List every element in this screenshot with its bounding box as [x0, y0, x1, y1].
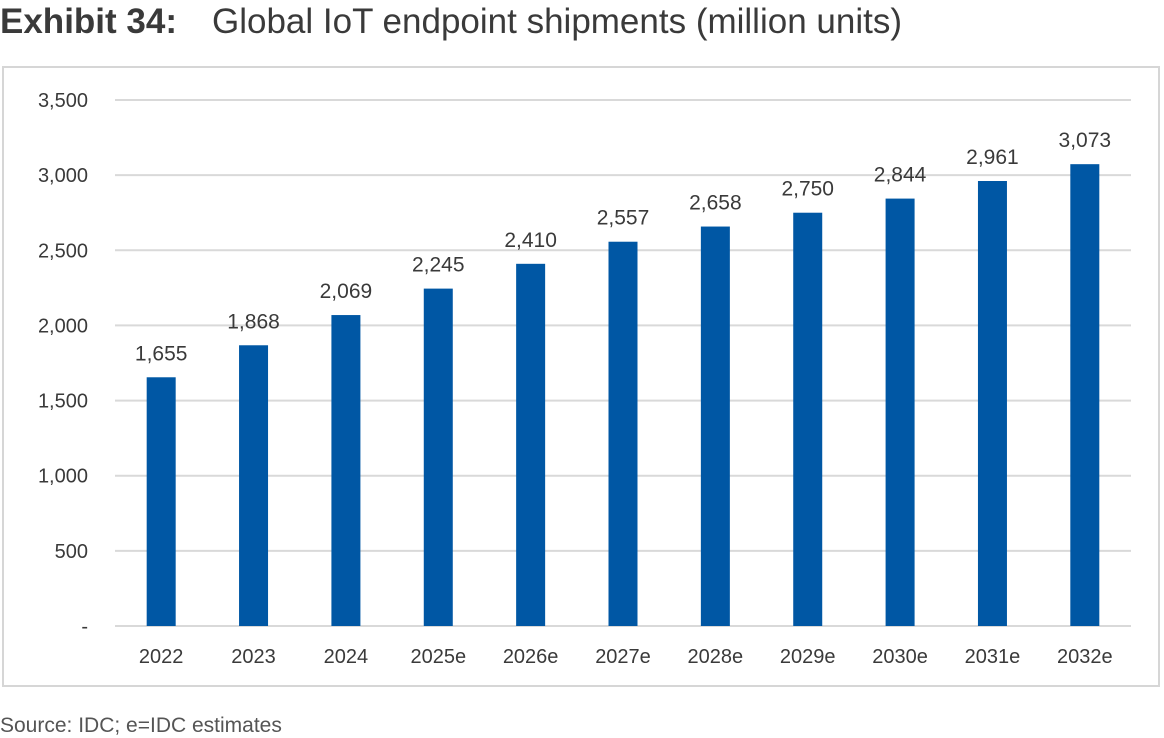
x-tick-label-2026e: 2026e [503, 646, 559, 668]
data-label-2030e: 2,844 [874, 164, 927, 187]
x-tick-label-2028e: 2028e [688, 646, 744, 668]
data-label-2022: 1,655 [135, 342, 188, 365]
data-label-2024: 2,069 [320, 280, 373, 303]
data-label-2027e: 2,557 [597, 207, 650, 230]
y-tick-label: 500 [55, 541, 88, 563]
y-axis-ticks: - 500 1,000 1,500 2,000 2,500 3,000 3,500 [38, 90, 88, 638]
bar-2025e [423, 288, 453, 626]
x-tick-label-2024: 2024 [324, 646, 369, 668]
x-tick-label-2030e: 2030e [872, 646, 928, 668]
exhibit-label: Exhibit 34: [0, 2, 177, 41]
y-tick-label: 2,500 [38, 240, 88, 262]
bar-2024 [331, 315, 361, 626]
bar-2028e [700, 226, 730, 626]
bars [146, 164, 1100, 626]
data-label-2032e: 3,073 [1059, 129, 1112, 152]
bar-2029e [793, 212, 823, 626]
bar-2031e [977, 181, 1007, 626]
bar-2026e [516, 263, 546, 626]
data-label-2025e: 2,245 [412, 254, 465, 277]
bar-chart: - 500 1,000 1,500 2,000 2,500 3,000 3,500 1,655… [38, 90, 1131, 668]
chart-frame [2, 66, 1160, 687]
x-axis-ticks: 2022 2023 2024 2025e 2026e 2027e 2028e 2029e 203… [139, 646, 1113, 668]
x-tick-label-2022: 2022 [139, 646, 184, 668]
y-tick-label: 3,000 [38, 165, 88, 187]
y-tick-label: 1,500 [38, 391, 88, 413]
y-tick-label: 1,000 [38, 466, 88, 488]
x-tick-label-2032e: 2032e [1057, 646, 1113, 668]
x-tick-label-2027e: 2027e [595, 646, 651, 668]
y-tick-label: 3,500 [38, 90, 88, 112]
source-note: Source: IDC; e=IDC estimates [0, 714, 282, 737]
data-label-2026e: 2,410 [504, 229, 557, 252]
data-label-2023: 1,868 [227, 310, 280, 333]
chart-title: Global IoT endpoint shipments (million u… [212, 2, 902, 41]
chart-header: Exhibit 34: Global IoT endpoint shipment… [0, 0, 1164, 50]
bar-2027e [608, 241, 638, 626]
x-tick-label-2023: 2023 [231, 646, 276, 668]
y-tick-label: 2,000 [38, 315, 88, 337]
bar-2022 [146, 377, 176, 626]
bar-2032e [1070, 164, 1100, 626]
bar-2030e [885, 198, 915, 626]
data-labels: 1,655 1,868 2,069 2,245 2,410 2,557 2,658 2,750… [135, 129, 1111, 365]
data-label-2029e: 2,750 [781, 178, 834, 201]
x-tick-label-2029e: 2029e [780, 646, 836, 668]
data-label-2031e: 2,961 [966, 146, 1019, 169]
x-tick-label-2025e: 2025e [410, 646, 466, 668]
bar-2023 [239, 345, 269, 626]
data-label-2028e: 2,658 [689, 192, 742, 215]
y-tick-label: - [81, 616, 88, 638]
x-tick-label-2031e: 2031e [965, 646, 1021, 668]
